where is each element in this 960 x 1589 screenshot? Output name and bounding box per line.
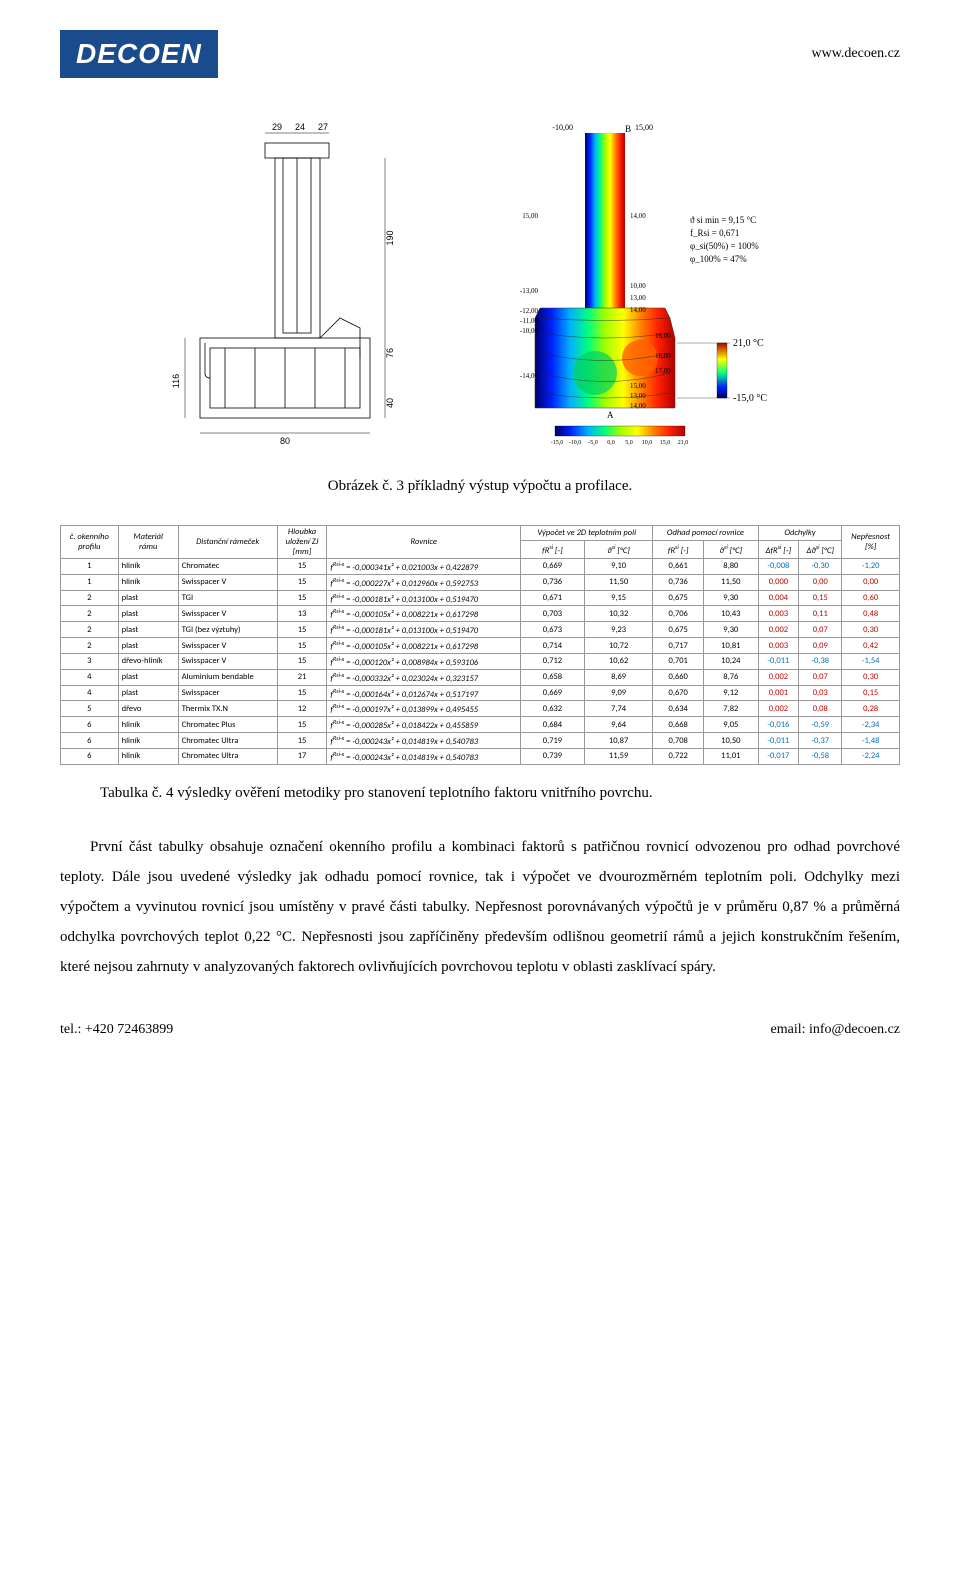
scale-top-l: -10,00 bbox=[552, 123, 573, 132]
th-c4a: Hloubka bbox=[288, 527, 316, 537]
table-row: 3dřevo-hliníkSwisspacer V15fRsi-x = -0,0… bbox=[61, 653, 900, 669]
table-row: 2plastSwisspacer V15fRsi-x = -0,000105x²… bbox=[61, 638, 900, 654]
rv6: 17,00 bbox=[655, 367, 671, 375]
scale-b5: 10,0 bbox=[642, 440, 653, 446]
th-sub1: fRsi [-] bbox=[521, 540, 585, 558]
th-c10b: [%] bbox=[865, 542, 876, 552]
rv0: 14,00 bbox=[630, 212, 646, 220]
table-row: 4plastSwisspacer15fRsi-x = -0,000164x² +… bbox=[61, 685, 900, 701]
header: DECOEN www.decoen.cz bbox=[60, 30, 900, 78]
th-sub4: ϑsi [°C] bbox=[704, 540, 759, 558]
table-row: 2plastTGI (bez výztuhy)15fRsi-x = -0,000… bbox=[61, 622, 900, 638]
th-g1: Výpočet ve 2D teplotním poli bbox=[521, 526, 653, 541]
company-logo: DECOEN bbox=[60, 30, 218, 78]
table-row: 6hliníkChromatec Plus15fRsi-x = -0,00028… bbox=[61, 717, 900, 733]
rv4: 16,00 bbox=[655, 332, 671, 340]
side-top: 21,0 °C bbox=[733, 338, 764, 349]
rv9: 14,00 bbox=[630, 402, 646, 410]
rv8: 13,00 bbox=[630, 392, 646, 400]
th-c4b: uložení ZJ bbox=[286, 537, 319, 547]
th-c1b: profilu bbox=[78, 542, 100, 552]
dim-r3: 40 bbox=[385, 398, 395, 408]
table-row: 1hliníkSwisspacer V15fRsi-x = -0,000227x… bbox=[61, 574, 900, 590]
rv1: 10,00 bbox=[630, 282, 646, 290]
lt0: 15,00 bbox=[522, 212, 538, 220]
th-c2b: rámu bbox=[139, 542, 157, 552]
lt1: -13,00 bbox=[520, 287, 539, 295]
anno-phi100: φ_100% = 47% bbox=[690, 254, 747, 264]
lt5: -14,00 bbox=[520, 372, 539, 380]
anno-phi50: φ_si(50%) = 100% bbox=[690, 241, 759, 251]
th-c10a: Nepřesnost bbox=[851, 532, 890, 542]
figure-caption: Obrázek č. 3 příkladný výstup výpočtu a … bbox=[60, 478, 900, 495]
scale-b6: 15,0 bbox=[660, 440, 671, 446]
table-row: 5dřevoThermix TX.N12fRsi-x = -0,000197x²… bbox=[61, 701, 900, 717]
scale-b1: -10,0 bbox=[569, 440, 582, 446]
dim-top-2: 24 bbox=[295, 122, 305, 132]
rv5: 16,00 bbox=[655, 352, 671, 360]
table-row: 6hliníkChromatec Ultra15fRsi-x = -0,0002… bbox=[61, 733, 900, 749]
th-c1a: č. okenního bbox=[70, 532, 109, 542]
paragraph-1: První část tabulky obsahuje označení oke… bbox=[60, 832, 900, 982]
page-footer: tel.: +420 72463899 email: info@decoen.c… bbox=[60, 1022, 900, 1038]
dim-bottom: 80 bbox=[280, 436, 290, 446]
table-row: 2plastSwisspacer V13fRsi-x = -0,000105x²… bbox=[61, 606, 900, 622]
th-sub3: fRsi [-] bbox=[653, 540, 704, 558]
table-row: 6hliníkChromatec Ultra17fRsi-x = -0,0002… bbox=[61, 748, 900, 764]
figure-row: 29 24 27 116 190 76 40 80 bbox=[60, 118, 900, 458]
scale-b0: -15,0 bbox=[551, 440, 564, 446]
results-table: č. okenníhoprofilu Materiálrámu Distančn… bbox=[60, 525, 900, 765]
dim-top-3: 27 bbox=[318, 122, 328, 132]
footer-tel: tel.: +420 72463899 bbox=[60, 1022, 173, 1038]
body-paragraphs: První část tabulky obsahuje označení oke… bbox=[60, 832, 900, 982]
scale-b3: 0,0 bbox=[607, 440, 615, 446]
lt4: -10,00 bbox=[520, 327, 539, 335]
table-row: 2plastTGI15fRsi-x = -0,000181x² + 0,0131… bbox=[61, 590, 900, 606]
scale-b7: 21,0 bbox=[678, 440, 689, 446]
results-tbody: 1hliníkChromatec15fRsi-x = -0,000341x² +… bbox=[61, 559, 900, 765]
header-url: www.decoen.cz bbox=[812, 46, 901, 62]
dim-r2: 76 bbox=[385, 348, 395, 358]
th-sub5: ΔfRsi [-] bbox=[758, 540, 799, 558]
table-row: 1hliníkChromatec15fRsi-x = -0,000341x² +… bbox=[61, 559, 900, 575]
table-row: 4plastAluminium bendable21fRsi-x = -0,00… bbox=[61, 669, 900, 685]
anno-frsi: f_Rsi = 0,671 bbox=[690, 228, 739, 238]
profile-drawing: 29 24 27 116 190 76 40 80 bbox=[165, 118, 465, 458]
th-sub2: ϑsi [°C] bbox=[584, 540, 652, 558]
dim-top-1: 29 bbox=[272, 122, 282, 132]
thermal-plot: A B -10,00 15,00 -15,0 -10,0 -5,0 0,0 5,… bbox=[495, 118, 795, 458]
th-c4c: [mm] bbox=[293, 547, 312, 557]
rv3: 14,00 bbox=[630, 306, 646, 314]
footer-email: email: info@decoen.cz bbox=[771, 1022, 901, 1038]
th-c5: Rovnice bbox=[327, 526, 521, 559]
dim-left: 116 bbox=[171, 374, 181, 388]
th-c2a: Materiál bbox=[133, 532, 163, 542]
rv2: 13,00 bbox=[630, 294, 646, 302]
dim-r1: 190 bbox=[385, 230, 395, 245]
lt3: -11,00 bbox=[520, 317, 538, 325]
scale-b2: -5,0 bbox=[588, 440, 598, 446]
scale-top-r: 15,00 bbox=[635, 123, 653, 132]
th-g3: Odchylky bbox=[758, 526, 842, 541]
marker-b: B bbox=[625, 124, 631, 134]
table-caption: Tabulka č. 4 výsledky ověření metodiky p… bbox=[100, 785, 900, 802]
results-table-wrap: č. okenníhoprofilu Materiálrámu Distančn… bbox=[60, 525, 900, 765]
marker-a: A bbox=[607, 410, 614, 420]
th-g2: Odhad pomocí rovnice bbox=[653, 526, 758, 541]
side-bot: -15,0 °C bbox=[733, 393, 767, 404]
anno-theta: ϑ si min = 9,15 °C bbox=[690, 215, 756, 225]
th-sub6: Δϑsi [°C] bbox=[799, 540, 842, 558]
scale-b4: 5,0 bbox=[625, 440, 633, 446]
th-c3: Distanční rámeček bbox=[178, 526, 277, 559]
rv7: 15,00 bbox=[630, 382, 646, 390]
lt2: -12,00 bbox=[520, 307, 539, 315]
